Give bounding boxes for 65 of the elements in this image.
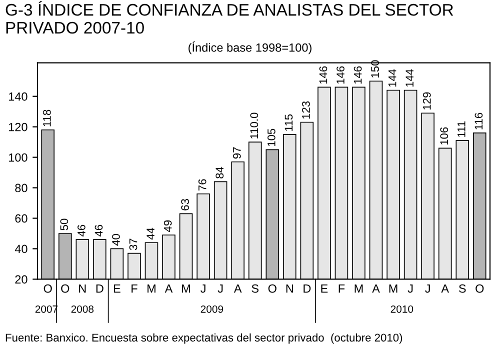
data-label: 84 (216, 166, 224, 178)
x-tick-label: M (389, 284, 398, 293)
x-tick-label: M (148, 284, 156, 293)
data-label: 116 (474, 112, 483, 130)
data-label: 146 (319, 66, 328, 84)
x-tick-label: N (286, 284, 293, 293)
data-label: 129 (422, 92, 431, 110)
text: 2009 (200, 305, 224, 313)
x-tick-label: O (268, 284, 276, 293)
x-tick-label: S (252, 284, 259, 293)
x-tick-label: A (372, 284, 380, 293)
data-label: 111 (458, 121, 466, 137)
y-tick-label: 60 (15, 214, 28, 223)
data-label: 76 (198, 179, 206, 191)
data-label: 46 (78, 224, 86, 237)
data-label: 46 (94, 224, 103, 237)
y-tick-label: 40 (14, 244, 28, 254)
x-tick-label: O (61, 284, 70, 293)
chart-subtitle: (Índice base 1998=100) (188, 41, 312, 54)
data-label: 105 (268, 128, 276, 146)
x-tick-label: D (96, 284, 104, 293)
data-label: 146 (336, 66, 344, 84)
x-tick-label: D (304, 284, 311, 293)
data-label: 97 (232, 147, 241, 159)
x-tick-label: J (218, 284, 223, 293)
data-label: 40 (112, 234, 120, 246)
x-tick-label: F (338, 284, 345, 293)
x-tick-label: E (321, 284, 328, 293)
y-tick-label: 140 (8, 92, 28, 101)
text: 2008 (71, 305, 94, 313)
data-label: 146 (354, 66, 362, 84)
data-label: 144 (388, 69, 396, 87)
x-tick-label: A (234, 284, 242, 293)
chart-title: G-3 ÍNDICE DE CONFIANZA DE ANALISTAS DEL SECTOR PRIVADO 2007-10 (6, 1, 454, 34)
data-label: 118 (42, 110, 51, 126)
data-label: 106 (440, 127, 448, 145)
y-tick-label: 20 (15, 275, 28, 284)
x-tick-label: M (354, 284, 363, 293)
data-label: 110.0 (250, 112, 258, 138)
data-label: 115 (284, 114, 293, 131)
x-tick-label: M (182, 284, 190, 293)
x-tick-label: J (200, 284, 206, 293)
data-label: 150 (371, 60, 379, 78)
x-tick-label: N (79, 284, 86, 293)
x-tick-label: O (476, 284, 484, 293)
source-note: Fuente: Banxico. Encuesta sobre expectativas del sector privado (octubre 2010) (6, 333, 402, 344)
data-label: 50 (60, 218, 68, 230)
x-tick-label: F (132, 284, 138, 293)
data-label: 37 (129, 238, 138, 250)
x-tick-label: A (441, 284, 450, 293)
data-label: 63 (181, 199, 190, 210)
data-label: 49 (164, 220, 172, 232)
data-label: 144 (406, 69, 414, 87)
y-tick-label: 80 (15, 184, 28, 192)
x-tick-label: E (114, 284, 120, 293)
y-tick-label: 100 (8, 153, 28, 162)
x-tick-label: A (164, 284, 173, 293)
y-tick-label: 120 (8, 122, 28, 132)
x-tick-label: J (425, 284, 430, 293)
x-tick-label: S (458, 284, 466, 293)
x-tick-label: J (408, 284, 413, 293)
text: 2010 (390, 305, 414, 313)
data-label: 123 (302, 101, 310, 119)
x-tick-label: O (44, 284, 52, 293)
data-label: 44 (146, 228, 154, 240)
